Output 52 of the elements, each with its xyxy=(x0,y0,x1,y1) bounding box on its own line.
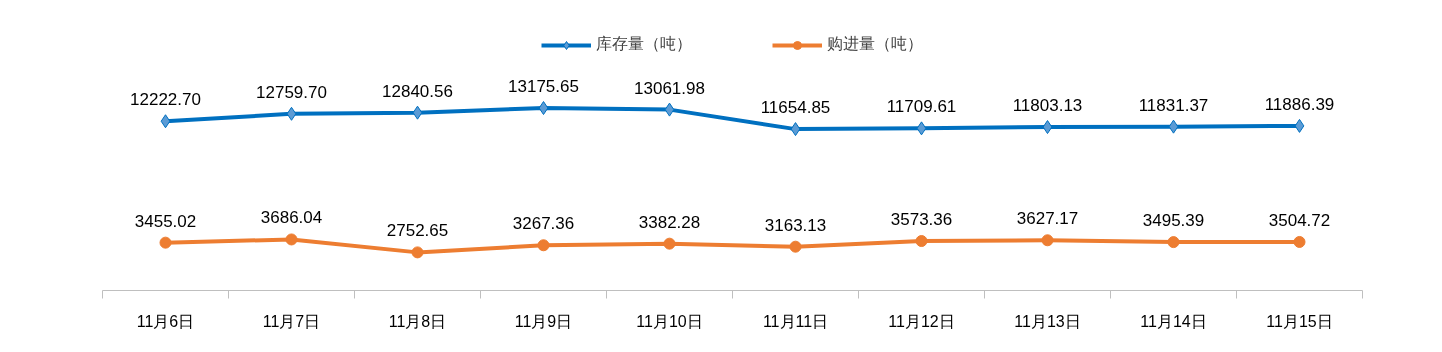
point xyxy=(160,114,171,129)
data-label: 3573.36 xyxy=(890,210,953,230)
data-label: 11831.37 xyxy=(1138,95,1209,115)
legend-label: 库存量（吨） xyxy=(596,34,692,54)
point xyxy=(286,106,297,121)
legend-label: 购进量（吨） xyxy=(827,34,923,54)
point xyxy=(663,237,676,250)
point xyxy=(916,121,927,136)
data-label: 13061.98 xyxy=(634,78,705,98)
data-label: 11886.39 xyxy=(1264,94,1335,114)
data-label: 13175.65 xyxy=(508,77,579,97)
point xyxy=(1041,234,1054,247)
point xyxy=(538,101,549,116)
point xyxy=(285,233,298,246)
point xyxy=(1167,236,1180,249)
data-label: 11654.85 xyxy=(760,98,831,118)
x-tick-label: 11月8日 xyxy=(388,312,447,330)
data-label: 11709.61 xyxy=(886,97,957,117)
x-tick-label: 11月15日 xyxy=(1266,312,1333,330)
point xyxy=(664,102,675,117)
data-label: 3382.28 xyxy=(638,212,701,232)
data-label: 3686.04 xyxy=(260,208,323,228)
x-tick-label: 11月12日 xyxy=(888,312,955,330)
data-label: 3267.36 xyxy=(512,214,575,234)
point xyxy=(790,122,801,137)
x-tick-label: 11月11日 xyxy=(762,312,829,330)
data-label: 12222.70 xyxy=(130,90,201,110)
x-tick-label: 11月13日 xyxy=(1014,312,1081,330)
point xyxy=(412,105,423,120)
point xyxy=(1168,119,1179,134)
point xyxy=(789,240,802,253)
x-tick-label: 11月6日 xyxy=(136,312,195,330)
data-label: 3495.39 xyxy=(1142,211,1205,231)
data-label: 3627.17 xyxy=(1016,209,1079,229)
data-label: 12759.70 xyxy=(256,82,327,102)
point xyxy=(1293,235,1306,248)
point xyxy=(915,235,928,248)
point xyxy=(1294,118,1305,133)
point xyxy=(159,236,172,249)
data-label: 3504.72 xyxy=(1268,210,1331,230)
data-label: 3163.13 xyxy=(764,215,827,235)
x-tick-label: 11月9日 xyxy=(514,312,573,330)
x-tick-label: 11月7日 xyxy=(262,312,321,330)
data-label: 2752.65 xyxy=(386,221,449,241)
x-tick-label: 11月14日 xyxy=(1140,312,1207,330)
point xyxy=(537,239,550,252)
data-label: 12840.56 xyxy=(382,81,453,101)
point xyxy=(411,246,424,259)
data-label: 3455.02 xyxy=(134,211,197,231)
x-tick-label: 11月10日 xyxy=(636,312,703,330)
data-label: 11803.13 xyxy=(1012,96,1083,116)
point xyxy=(1042,120,1053,135)
